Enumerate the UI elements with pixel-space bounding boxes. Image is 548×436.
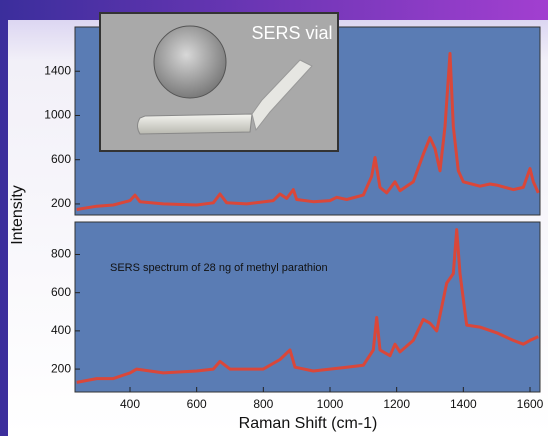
x-tick-label: 1600 [517, 397, 544, 411]
photo: SERS vial [99, 12, 339, 152]
y-axis-label: Intensity [9, 185, 26, 245]
x-axis-label: Raman Shift (cm-1) [239, 415, 378, 432]
spectrum-line [76, 228, 539, 384]
x-tick-label: 1200 [383, 397, 410, 411]
x-tick-label: 1000 [317, 397, 344, 411]
y-tick-label: 400 [51, 323, 71, 337]
x-tick-label: 600 [187, 397, 207, 411]
y-tick-label: 1400 [44, 63, 71, 77]
y-tick-label: 800 [51, 247, 71, 261]
y-tick-label: 1000 [44, 108, 71, 122]
x-tick-label: 1400 [450, 397, 477, 411]
photo-caption: SERS vial [251, 23, 332, 43]
annotation: SERS spectrum of 28 ng of methyl parathi… [110, 262, 328, 274]
y-tick-label: 600 [51, 152, 71, 166]
x-tick-label: 800 [253, 397, 273, 411]
plot-area [74, 221, 541, 393]
x-tick-label: 400 [120, 397, 140, 411]
spectrum-line [76, 52, 540, 211]
y-tick-label: 200 [51, 361, 71, 375]
y-tick-label: 200 [51, 196, 71, 210]
y-tick-label: 600 [51, 285, 71, 299]
